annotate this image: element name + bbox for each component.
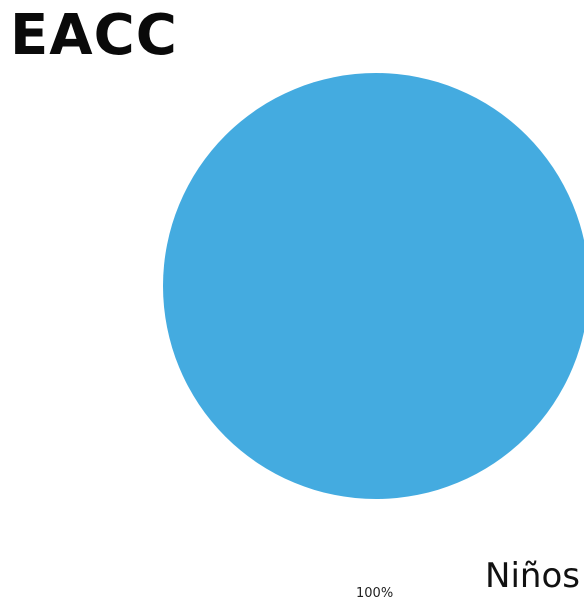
slice-data-label: 100% xyxy=(356,586,394,601)
chart-title: EACC xyxy=(10,3,178,68)
pie-slice-0 xyxy=(163,73,584,499)
legend-entry-label: Niños xyxy=(485,556,580,596)
pie-slices xyxy=(163,73,584,499)
